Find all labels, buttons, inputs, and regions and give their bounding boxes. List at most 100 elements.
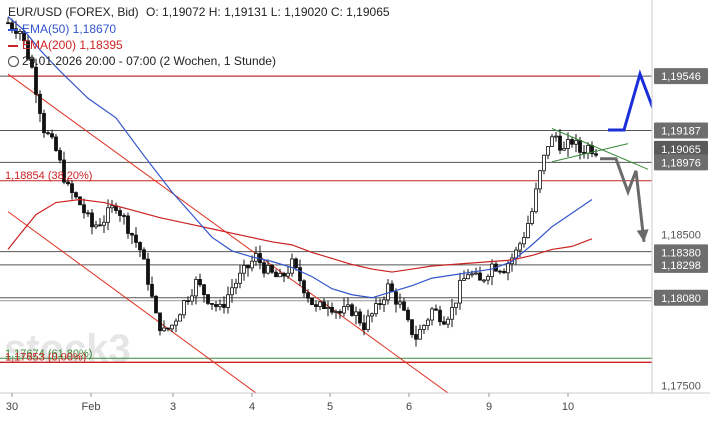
candle-body: [362, 322, 366, 331]
price-label: 1,19187: [661, 125, 701, 137]
price-label: 1,18080: [661, 293, 701, 305]
ema50-label: EMA(50) 1,18670: [22, 22, 117, 36]
candle-body: [502, 270, 506, 274]
candle-body: [142, 249, 146, 260]
candle-body: [366, 315, 370, 331]
candle-body: [582, 151, 586, 154]
price-label-box: [654, 154, 708, 171]
x-tick-label: 4: [249, 401, 255, 413]
candle-body: [574, 139, 578, 145]
candle-body: [490, 263, 494, 277]
candle-body: [430, 308, 434, 321]
candle-body: [170, 324, 174, 330]
candle-body: [462, 278, 466, 281]
candle-body: [342, 306, 346, 314]
candle-body: [194, 279, 198, 297]
candle-body: [302, 280, 306, 294]
candle-body: [250, 260, 254, 269]
candle-body: [74, 192, 78, 198]
candle-body: [394, 291, 398, 305]
candle-body: [162, 327, 166, 332]
candle-body: [242, 265, 246, 274]
candle-body: [330, 306, 334, 313]
candle-body: [410, 319, 414, 335]
candle-body: [50, 133, 54, 138]
candle-body: [554, 135, 558, 138]
price-label-box: [654, 122, 708, 139]
candle-body: [294, 258, 298, 268]
candle-body: [314, 304, 318, 307]
price-label: 1,18976: [661, 157, 701, 169]
price-label-box: [654, 289, 708, 306]
x-tick-label: 30: [6, 401, 18, 413]
candle-body: [66, 181, 70, 185]
candle-body: [346, 304, 350, 308]
candle-body: [438, 309, 442, 323]
candle-body: [22, 31, 26, 42]
candle-body: [182, 300, 186, 316]
candle-body: [26, 40, 30, 60]
candle-body: [30, 58, 34, 68]
candle-body: [390, 283, 394, 293]
candle-body: [234, 282, 238, 289]
candle-body: [310, 297, 314, 306]
candle-body: [238, 272, 242, 284]
ema50-line: [7, 16, 593, 299]
ema200-line: [7, 198, 593, 273]
candle-body: [282, 272, 286, 277]
candle-body: [62, 159, 66, 183]
candle-body: [106, 207, 110, 223]
candle-body: [34, 66, 38, 95]
candle-body: [278, 272, 282, 278]
x-tick-label: 6: [406, 401, 412, 413]
legend-ema50: EMA(50) 1,18670: [8, 22, 116, 36]
candle-body: [466, 274, 470, 280]
candle-body: [10, 22, 14, 30]
candle-body: [218, 303, 222, 308]
candle-body: [126, 215, 130, 234]
candle-body: [102, 221, 106, 226]
candle-body: [298, 267, 302, 282]
candle-body: [222, 303, 226, 308]
candle-body: [210, 303, 214, 305]
candle-body: [6, 22, 10, 25]
candle-body: [594, 153, 598, 156]
price-label-box: [654, 140, 708, 157]
candle-body: [354, 311, 358, 316]
candle-body: [214, 304, 218, 308]
candle-body: [54, 136, 58, 151]
candle-body: [442, 321, 446, 325]
ema50-swatch: [8, 28, 18, 31]
candle-body: [266, 265, 270, 274]
x-tick-label: 3: [170, 401, 176, 413]
candle-body: [526, 223, 530, 239]
x-tick-label: Feb: [82, 401, 101, 413]
candle-body: [406, 309, 410, 321]
candle-body: [370, 313, 374, 317]
candle-body: [206, 294, 210, 304]
candle-body: [378, 303, 382, 305]
candle-body: [550, 136, 554, 147]
bear-scenario-path: [600, 157, 646, 243]
candle-body: [154, 295, 158, 314]
candle-body: [70, 183, 74, 193]
candle-body: [46, 132, 50, 135]
candle-body: [110, 205, 114, 209]
range-icon: [8, 56, 19, 68]
candle-body: [326, 306, 330, 309]
candle-body: [262, 262, 266, 274]
candle-body: [202, 284, 206, 296]
candle-body: [538, 170, 542, 190]
candle-body: [138, 242, 142, 251]
candle-body: [150, 283, 154, 297]
candle-body: [90, 212, 94, 228]
price-label: 1,18298: [661, 260, 701, 272]
candle-body: [434, 308, 438, 311]
candle-body: [470, 273, 474, 276]
candle-body: [506, 263, 510, 274]
candle-body: [226, 294, 230, 308]
candle-body: [18, 31, 22, 34]
candle-body: [190, 295, 194, 302]
price-label: 1,19546: [661, 71, 701, 83]
